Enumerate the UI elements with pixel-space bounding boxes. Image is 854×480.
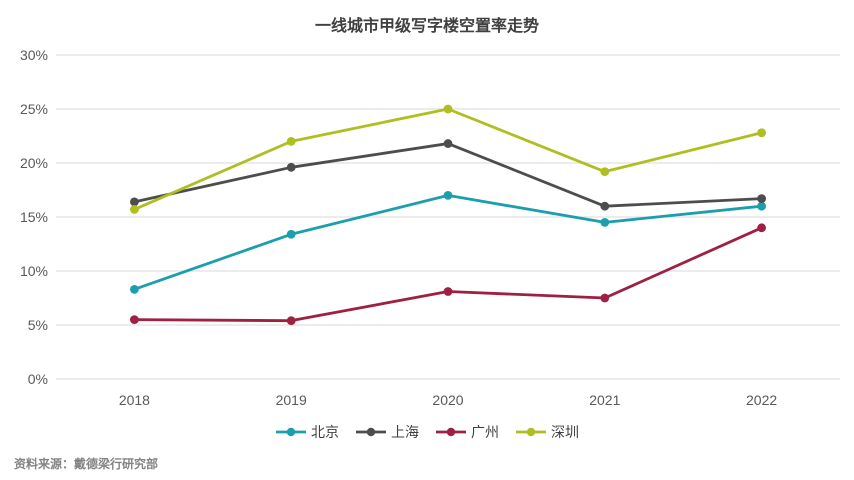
y-tick-label: 5%: [28, 317, 48, 333]
data-point-guangzhou-2018: [130, 315, 139, 324]
data-point-beijing-2021: [600, 218, 610, 227]
legend-marker-shanghai: [356, 427, 386, 437]
legend-item-beijing: 北京: [275, 422, 339, 442]
y-tick-label: 25%: [20, 101, 48, 117]
y-tick-label: 30%: [20, 47, 48, 63]
data-point-shanghai-2021: [600, 201, 610, 211]
data-point-beijing-2022: [757, 201, 766, 211]
data-point-shanghai-2019: [286, 162, 296, 172]
data-point-shenzhen-2019: [286, 137, 296, 146]
y-tick-label: 20%: [20, 155, 48, 171]
data-point-shenzhen-2018: [130, 205, 139, 214]
legend-label-shenzhen: 深圳: [551, 424, 579, 440]
legend-label-beijing: 北京: [311, 424, 339, 440]
data-point-shenzhen-2020: [443, 104, 453, 114]
data-point-beijing-2020: [443, 191, 453, 200]
x-tick-label: 2021: [589, 392, 620, 408]
x-tick-label: 2018: [119, 392, 150, 408]
y-tick-label: 15%: [20, 209, 48, 225]
series-line-beijing: [132, 193, 763, 291]
data-point-shanghai-2022: [757, 194, 766, 204]
data-point-guangzhou-2020: [443, 287, 453, 296]
data-point-guangzhou-2022: [757, 223, 766, 233]
legend-label-shanghai: 上海: [391, 424, 419, 440]
data-point-guangzhou-2019: [286, 316, 296, 326]
chart-legend: 北京 上海 广州 深圳: [0, 422, 854, 442]
y-tick-label: 10%: [20, 263, 48, 279]
data-point-shanghai-2020: [443, 139, 453, 148]
source-note: 资料来源：戴德梁行研究部: [14, 457, 159, 471]
data-point-beijing-2018: [130, 284, 139, 294]
legend-marker-shenzhen: [516, 427, 546, 437]
x-tick-label: 2020: [432, 392, 463, 408]
data-point-beijing-2019: [286, 229, 296, 239]
legend-marker-beijing: [276, 427, 306, 437]
x-tick-label: 2019: [276, 392, 307, 408]
y-tick-label: 0%: [28, 371, 48, 387]
data-point-shenzhen-2022: [757, 128, 766, 138]
x-tick-label: 2022: [746, 392, 777, 408]
data-point-shenzhen-2021: [600, 167, 610, 177]
data-point-shanghai-2018: [130, 197, 139, 207]
legend-item-guangzhou: 广州: [435, 422, 499, 442]
data-point-guangzhou-2021: [600, 293, 610, 303]
series-line-guangzhou: [132, 226, 763, 323]
legend-marker-guangzhou: [436, 427, 466, 437]
legend-item-shanghai: 上海: [355, 422, 419, 442]
legend-label-guangzhou: 广州: [471, 424, 499, 440]
chart-title: 一线城市甲级写字楼空置率走势: [314, 18, 539, 35]
legend-item-shenzhen: 深圳: [515, 422, 579, 442]
